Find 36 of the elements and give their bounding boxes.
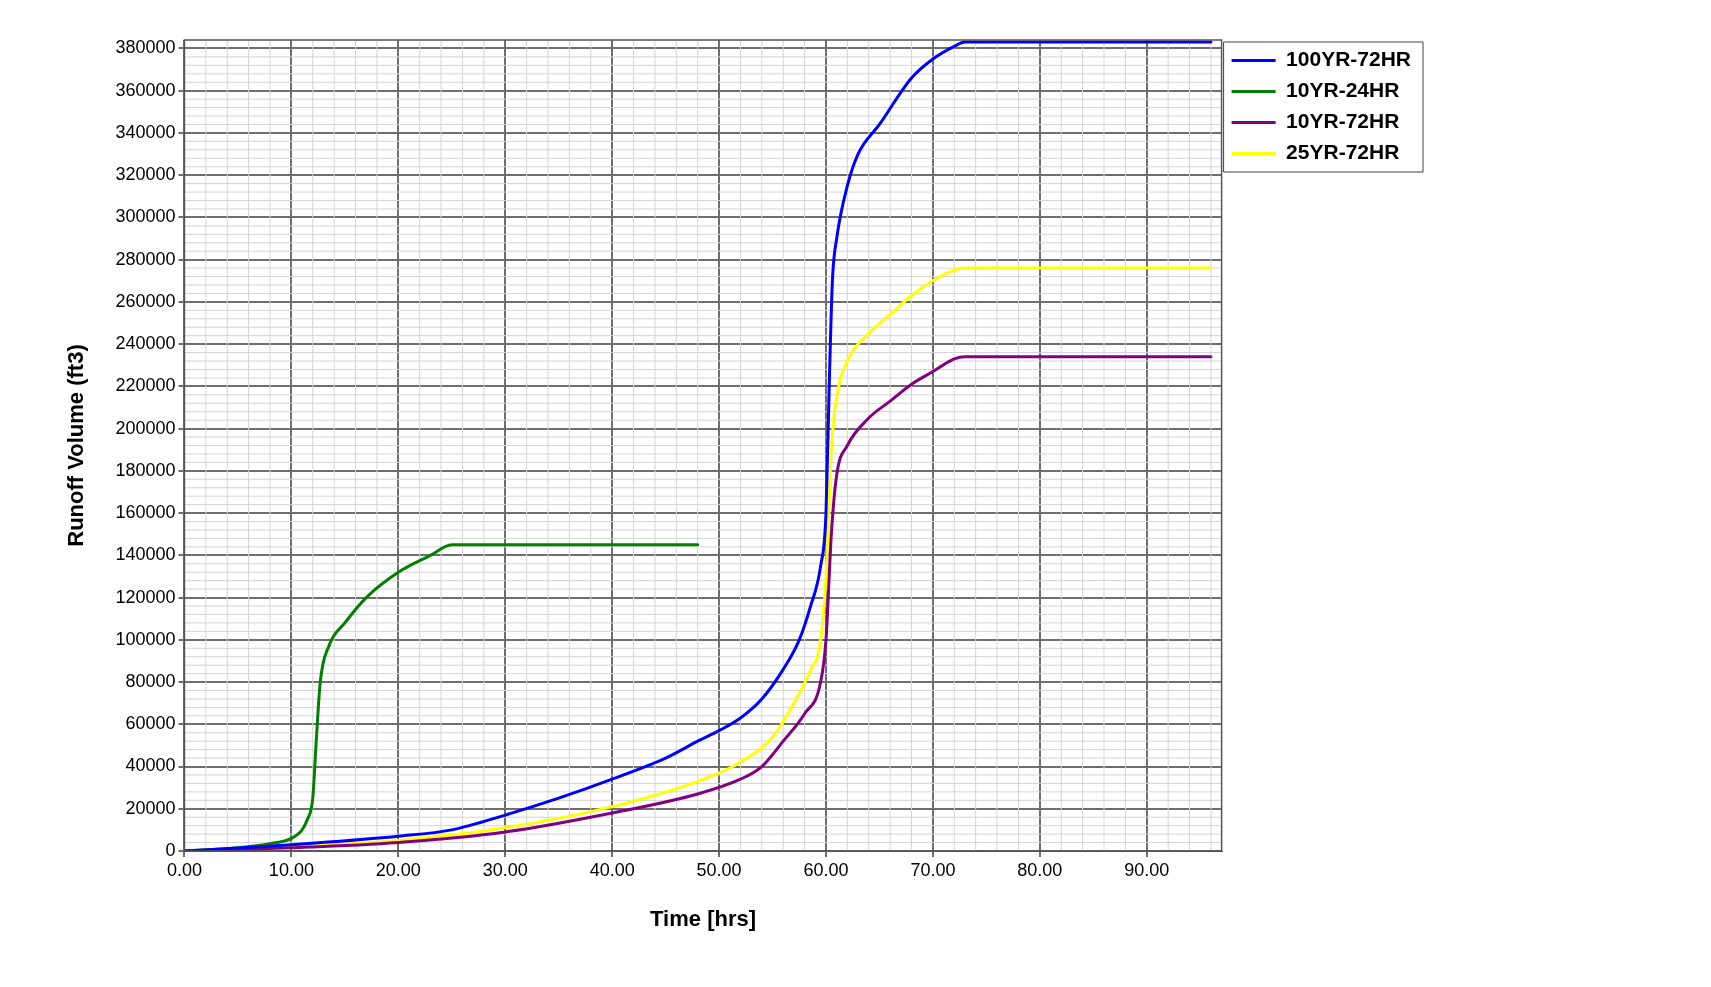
legend-label: 25YR-72HR [1286, 140, 1400, 164]
y-tick-label: 260000 [115, 290, 176, 311]
y-tick-label: 320000 [115, 164, 176, 185]
y-tick-label: 60000 [125, 713, 176, 734]
y-axis-title: Runoff Volume (ft3) [63, 344, 89, 547]
x-tick-label: 40.00 [589, 859, 635, 880]
x-tick-label: 0.00 [166, 859, 202, 880]
x-tick-label: 20.00 [375, 859, 421, 880]
y-tick-label: 340000 [115, 121, 176, 142]
y-tick-label: 20000 [125, 797, 176, 818]
legend-label: 100YR-72HR [1286, 47, 1412, 71]
y-tick-label: 40000 [125, 755, 176, 776]
y-tick-label: 180000 [115, 459, 176, 480]
y-tick-label: 380000 [115, 37, 176, 58]
x-tick-label: 50.00 [696, 859, 742, 880]
x-tick-label: 60.00 [803, 859, 849, 880]
legend-label: 10YR-72HR [1286, 109, 1400, 133]
y-tick-label: 200000 [115, 417, 176, 438]
x-tick-label: 70.00 [910, 859, 956, 880]
y-tick-label: 80000 [125, 671, 176, 692]
x-tick-label: 80.00 [1017, 859, 1063, 880]
y-tick-label: 0 [165, 839, 176, 860]
y-tick-label: 140000 [115, 544, 176, 565]
y-tick-label: 300000 [115, 206, 176, 227]
y-tick-label: 220000 [115, 375, 176, 396]
x-tick-label: 30.00 [482, 859, 528, 880]
y-tick-label: 100000 [115, 628, 176, 649]
x-tick-label: 10.00 [268, 859, 314, 880]
legend-label: 10YR-24HR [1286, 78, 1400, 102]
y-tick-label: 240000 [115, 333, 176, 354]
x-tick-label: 90.00 [1124, 859, 1170, 880]
y-tick-label: 360000 [115, 79, 176, 100]
x-axis-title: Time [hrs] [650, 905, 757, 931]
y-tick-label: 160000 [115, 502, 176, 523]
y-tick-label: 120000 [115, 586, 176, 607]
y-tick-label: 280000 [115, 248, 176, 269]
